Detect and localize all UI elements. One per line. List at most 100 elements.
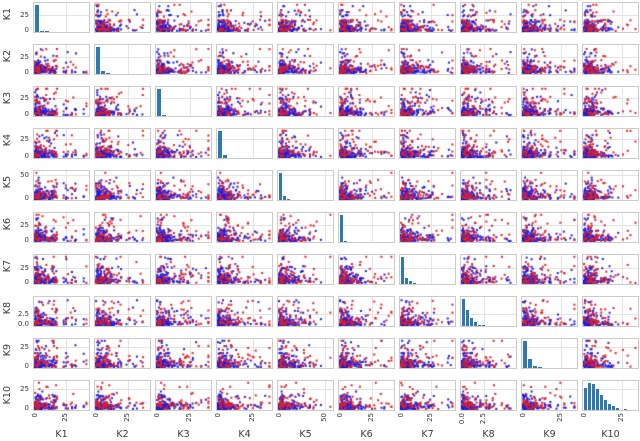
row-label-K6: K6 [2, 217, 13, 230]
x-tick-label: 0 [92, 413, 100, 418]
scatter-canvas [217, 255, 272, 284]
scatter-panel-K6-vs-K7 [399, 212, 456, 243]
scatter-canvas [461, 45, 516, 74]
row-label-K9: K9 [2, 343, 13, 356]
histogram-bar [279, 173, 282, 200]
histogram-bar [218, 131, 222, 158]
y-tick-label: 25 [20, 384, 29, 393]
histogram-bar [101, 71, 105, 74]
gridline-h [583, 389, 638, 391]
scatter-canvas [217, 213, 272, 242]
scatter-panel-K7-vs-K5 [277, 254, 334, 285]
scatter-canvas [400, 297, 455, 326]
scatter-panel-K10-vs-K4 [216, 380, 273, 411]
scatter-canvas [583, 255, 638, 284]
scatter-canvas [400, 339, 455, 368]
y-tick-label: 25 [20, 10, 29, 19]
scatter-canvas [278, 129, 333, 158]
diag-histogram-panel-K4 [216, 128, 273, 159]
scatter-panel-K3-vs-K8 [460, 86, 517, 117]
scatter-panel-K2-vs-K9 [521, 44, 578, 75]
scatter-panel-K9-vs-K4 [216, 338, 273, 369]
scatter-canvas [400, 87, 455, 116]
scatter-panel-K6-vs-K5 [277, 212, 334, 243]
scatter-panel-K2-vs-K5 [277, 44, 334, 75]
scatter-panel-K6-vs-K9 [521, 212, 578, 243]
scatter-panel-K4-vs-K7 [399, 128, 456, 159]
y-tick-label: 0 [24, 110, 29, 118]
gridline-v [371, 213, 373, 242]
scatter-panel-K8-vs-K1 [33, 296, 90, 327]
col-label-K4: K4 [238, 429, 251, 440]
scatter-panel-K10-vs-K9 [521, 380, 578, 411]
histogram-bar [106, 73, 110, 74]
scatter-panel-K4-vs-K10 [582, 128, 639, 159]
scatter-canvas [217, 381, 272, 410]
scatter-canvas [156, 255, 211, 284]
histogram-bar [223, 155, 227, 158]
scatter-canvas [34, 213, 89, 242]
gridline-v [622, 381, 624, 410]
scatter-panel-K6-vs-K2 [94, 212, 151, 243]
gridline-h [522, 347, 577, 349]
gridline-v [561, 339, 563, 368]
scatter-panel-K3-vs-K2 [94, 86, 151, 117]
scatter-canvas [583, 213, 638, 242]
row-label-K4: K4 [2, 133, 13, 146]
y-tick-label: 2.5 [17, 310, 29, 319]
scatter-panel-K8-vs-K10 [582, 296, 639, 327]
scatter-canvas [156, 213, 211, 242]
row-label-K3: K3 [2, 91, 13, 104]
gridline-h [339, 224, 394, 226]
y-tick-label: 25 [20, 342, 29, 351]
diag-histogram-panel-K3 [155, 86, 212, 117]
scatter-canvas [217, 3, 272, 32]
diag-histogram-panel-K1 [33, 2, 90, 33]
scatter-canvas [400, 213, 455, 242]
col-label-K8: K8 [482, 429, 495, 440]
gridline-v [430, 255, 432, 284]
gridline-v [65, 3, 67, 32]
scatter-panel-K3-vs-K10 [582, 86, 639, 117]
histogram-bar [462, 299, 465, 326]
histogram-bar [157, 89, 161, 116]
scatter-canvas [400, 171, 455, 200]
scatter-canvas [278, 255, 333, 284]
scatter-canvas [339, 297, 394, 326]
scatter-panel-K8-vs-K9 [521, 296, 578, 327]
histogram-bar [340, 215, 343, 242]
histogram-bar [405, 278, 408, 284]
gridline-v [190, 87, 192, 116]
scatter-panel-K1-vs-K10 [582, 2, 639, 33]
scatter-canvas [400, 381, 455, 410]
scatter-canvas [95, 381, 150, 410]
scatter-canvas [400, 3, 455, 32]
gridline-h [217, 138, 272, 140]
histogram-bar [344, 241, 347, 242]
gridline-v [127, 45, 129, 74]
scatter-panel-K9-vs-K6 [338, 338, 395, 369]
scatter-panel-K9-vs-K10 [582, 338, 639, 369]
scatter-canvas [278, 45, 333, 74]
histogram-bar [287, 199, 290, 200]
scatter-canvas [461, 3, 516, 32]
scatter-canvas [522, 381, 577, 410]
scatter-panel-K6-vs-K4 [216, 212, 273, 243]
scatter-panel-K10-vs-K7 [399, 380, 456, 411]
x-tick-label: 50 [319, 413, 328, 422]
scatter-canvas [278, 213, 333, 242]
scatter-panel-K1-vs-K6 [338, 2, 395, 33]
scatter-panel-K2-vs-K7 [399, 44, 456, 75]
row-label-K1: K1 [2, 7, 13, 20]
scatter-canvas [461, 213, 516, 242]
scatter-panel-K8-vs-K3 [155, 296, 212, 327]
scatter-panel-K7-vs-K3 [155, 254, 212, 285]
scatter-canvas [522, 129, 577, 158]
col-label-K7: K7 [421, 429, 434, 440]
x-tick-label: 0 [336, 413, 344, 418]
scatter-canvas [461, 171, 516, 200]
scatter-panel-K7-vs-K8 [460, 254, 517, 285]
scatter-panel-K4-vs-K3 [155, 128, 212, 159]
x-tick-label: 25 [185, 413, 194, 422]
scatter-canvas [156, 171, 211, 200]
